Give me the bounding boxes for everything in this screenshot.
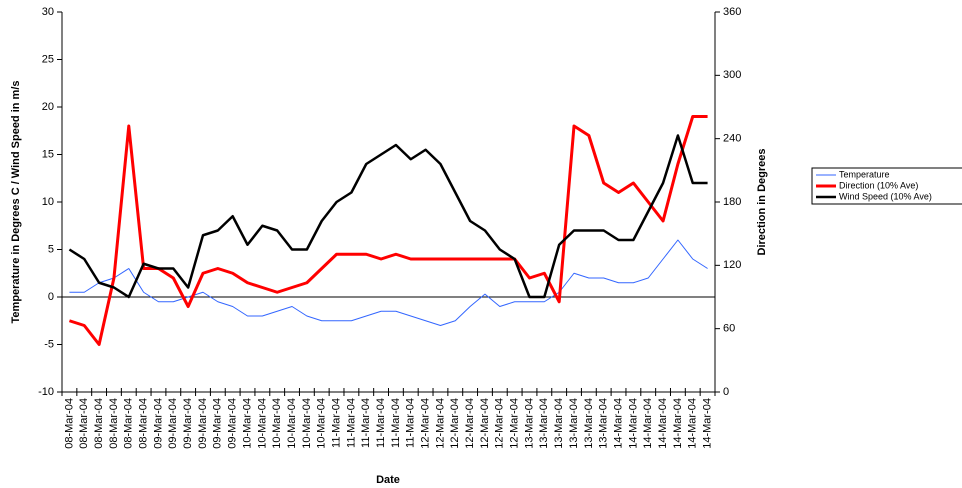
x-tick-label: 08-Mar-04 — [123, 398, 135, 449]
x-tick-label: 08-Mar-04 — [78, 398, 90, 449]
x-tick-label: 10-Mar-04 — [316, 398, 328, 449]
x-tick-label: 10-Mar-04 — [301, 398, 313, 449]
y2-tick-label: 0 — [723, 386, 729, 398]
series-line — [69, 239, 708, 326]
x-tick-label: 14-Mar-04 — [672, 398, 684, 449]
x-tick-label: 13-Mar-04 — [598, 398, 610, 449]
y2-tick-label: 180 — [723, 196, 741, 208]
x-tick-label: 10-Mar-04 — [286, 398, 298, 449]
series-line — [68, 115, 708, 346]
y2-tick-label: 300 — [723, 69, 741, 81]
y2-tick-label: 360 — [723, 6, 741, 18]
y-tick-label: 30 — [42, 6, 54, 18]
x-tick-label: 12-Mar-04 — [464, 398, 476, 449]
x-tick-label: 11-Mar-04 — [405, 398, 417, 448]
x-tick-label: 13-Mar-04 — [568, 398, 580, 449]
y-tick-label: 5 — [48, 243, 54, 255]
x-tick-label: 14-Mar-04 — [687, 398, 699, 449]
y-tick-label: 10 — [42, 196, 54, 208]
x-tick-label: 08-Mar-04 — [93, 398, 105, 449]
x-tick-label: 09-Mar-04 — [227, 398, 239, 449]
y-tick-label: 0 — [48, 291, 54, 303]
legend-label: Temperature — [839, 169, 890, 179]
x-tick-label: 10-Mar-04 — [271, 398, 283, 449]
x-tick-label: 11-Mar-04 — [375, 398, 387, 448]
x-tick-label: 11-Mar-04 — [390, 398, 402, 448]
x-tick-label: 09-Mar-04 — [182, 398, 194, 449]
y-tick-label: -10 — [38, 386, 54, 398]
y-tick-label: 20 — [42, 101, 54, 113]
x-tick-label: 12-Mar-04 — [479, 398, 491, 449]
x-tick-label: 13-Mar-04 — [523, 398, 535, 449]
x-tick-label: 08-Mar-04 — [108, 398, 120, 449]
x-tick-label: 09-Mar-04 — [152, 398, 164, 449]
x-tick-label: 14-Mar-04 — [642, 398, 654, 449]
x-tick-label: 12-Mar-04 — [449, 398, 461, 449]
x-tick-label: 10-Mar-04 — [256, 398, 268, 449]
y-tick-label: -5 — [44, 338, 54, 350]
x-axis-title: Date — [376, 474, 400, 486]
x-tick-label: 08-Mar-04 — [63, 398, 75, 449]
series-line — [68, 134, 708, 299]
x-tick-label: 14-Mar-04 — [701, 398, 713, 449]
x-tick-label: 13-Mar-04 — [553, 398, 565, 449]
x-tick-label: 09-Mar-04 — [197, 398, 209, 449]
x-tick-label: 13-Mar-04 — [538, 398, 550, 449]
x-tick-label: 11-Mar-04 — [360, 398, 372, 448]
x-tick-label: 08-Mar-04 — [138, 398, 150, 449]
x-tick-label: 12-Mar-04 — [509, 398, 521, 449]
y-tick-label: 25 — [42, 53, 54, 65]
y2-axis-title: Direction in Degrees — [756, 149, 768, 256]
x-tick-label: 12-Mar-04 — [434, 398, 446, 449]
y-axis-title: Temperature in Degrees C / Wind Speed in… — [10, 81, 22, 324]
y2-tick-label: 240 — [723, 133, 741, 145]
y2-tick-label: 120 — [723, 259, 741, 271]
legend-label: Wind Speed (10% Ave) — [839, 191, 932, 201]
y2-tick-label: 60 — [723, 323, 735, 335]
x-tick-label: 13-Mar-04 — [583, 398, 595, 449]
legend-label: Direction (10% Ave) — [839, 180, 918, 190]
x-tick-label: 14-Mar-04 — [627, 398, 639, 449]
x-tick-label: 09-Mar-04 — [212, 398, 224, 449]
x-tick-label: 11-Mar-04 — [330, 398, 342, 448]
x-tick-label: 14-Mar-04 — [657, 398, 669, 449]
x-tick-label: 12-Mar-04 — [494, 398, 506, 449]
x-tick-label: 11-Mar-04 — [345, 398, 357, 448]
x-tick-label: 14-Mar-04 — [612, 398, 624, 449]
x-tick-label: 10-Mar-04 — [241, 398, 253, 449]
x-tick-label: 12-Mar-04 — [420, 398, 432, 449]
x-tick-label: 09-Mar-04 — [167, 398, 179, 449]
y-tick-label: 15 — [42, 148, 54, 160]
legend-box — [811, 167, 962, 205]
